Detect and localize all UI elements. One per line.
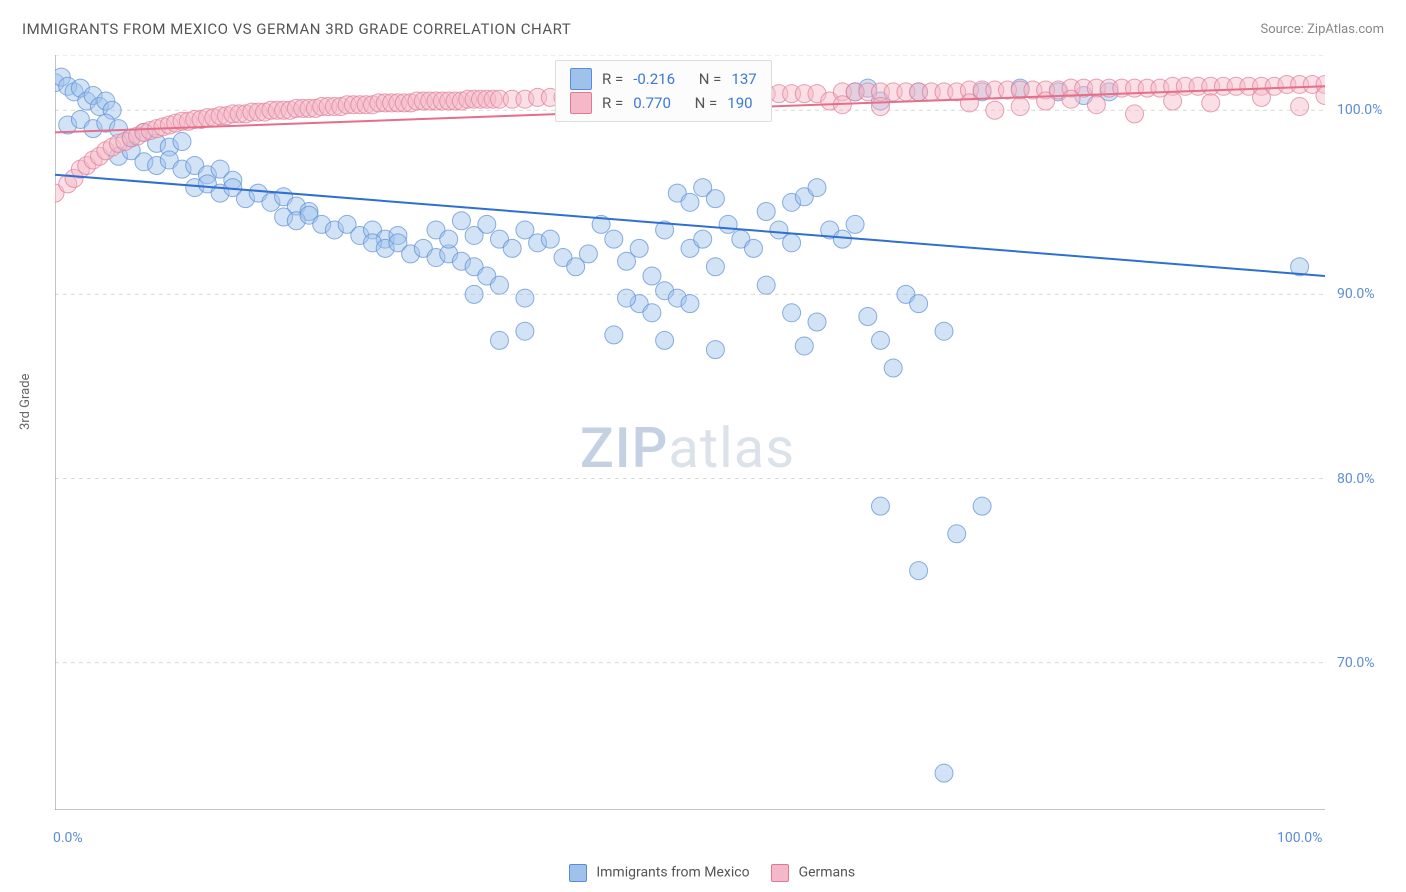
- stats-R-value-germans: 0.770: [633, 91, 671, 115]
- x-tick-label: 100.0%: [1277, 830, 1322, 846]
- stats-R-label: R =: [602, 91, 623, 115]
- chart-title: IMMIGRANTS FROM MEXICO VS GERMAN 3RD GRA…: [22, 20, 571, 38]
- legend: Immigrants from Mexico Germans: [0, 864, 1406, 882]
- stats-N-label: N =: [695, 91, 718, 115]
- stats-R-label: R =: [602, 67, 623, 91]
- stats-swatch-mexico: [570, 68, 592, 90]
- source-attribution: Source: ZipAtlas.com: [1260, 22, 1384, 37]
- legend-swatch-germans: [771, 864, 789, 882]
- stats-row-germans: R = 0.770 N = 190: [570, 91, 757, 115]
- x-tick-label: 0.0%: [53, 830, 83, 846]
- legend-label-germans: Germans: [799, 865, 856, 881]
- chart-plot-area: [55, 55, 1325, 810]
- stats-N-value-germans: 190: [727, 91, 752, 115]
- y-tick-label: 70.0%: [1337, 655, 1375, 671]
- legend-swatch-mexico: [569, 864, 587, 882]
- stats-R-value-mexico: -0.216: [633, 67, 675, 91]
- source-value: ZipAtlas.com: [1307, 22, 1384, 37]
- y-tick-label: 90.0%: [1337, 286, 1375, 302]
- stats-N-value-mexico: 137: [731, 67, 756, 91]
- stats-row-mexico: R = -0.216 N = 137: [570, 67, 757, 91]
- y-axis-label: 3rd Grade: [18, 374, 33, 430]
- y-tick-label: 100.0%: [1337, 102, 1382, 118]
- source-label: Source:: [1260, 22, 1307, 37]
- scatter-plot-svg: [55, 55, 1325, 810]
- stats-N-label: N =: [699, 67, 722, 91]
- stats-swatch-germans: [570, 92, 592, 114]
- y-tick-label: 80.0%: [1337, 471, 1375, 487]
- legend-label-mexico: Immigrants from Mexico: [596, 865, 749, 881]
- correlation-stats-box: R = -0.216 N = 137 R = 0.770 N = 190: [555, 60, 772, 122]
